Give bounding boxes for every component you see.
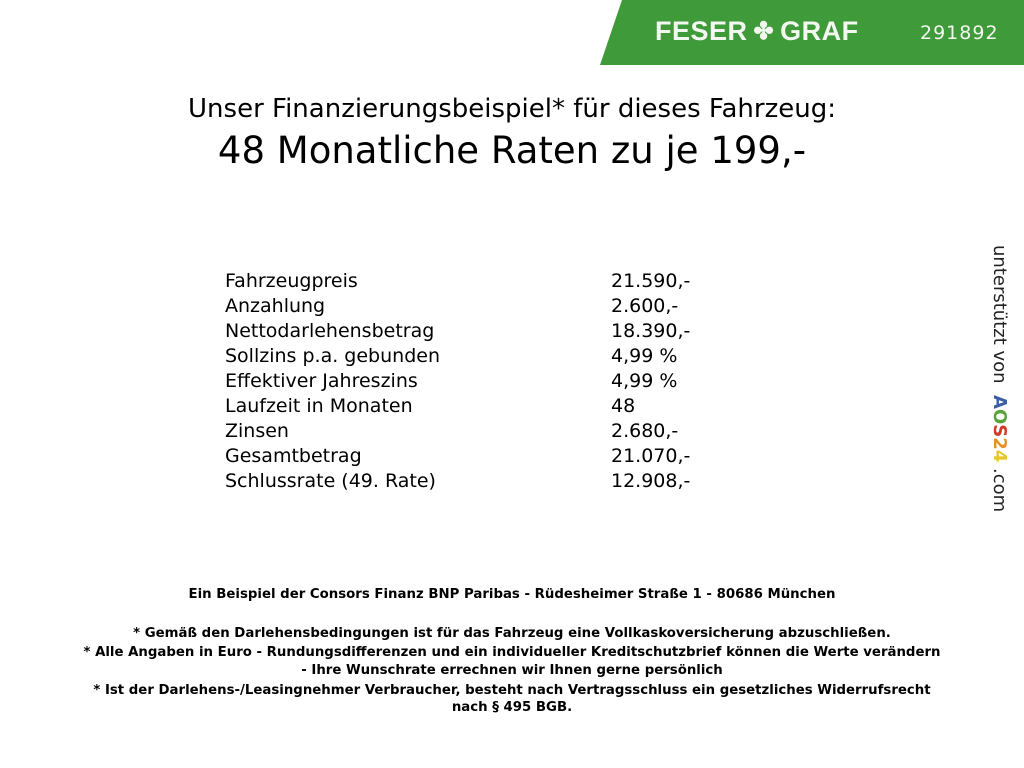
- brand-text: FESER: [655, 16, 748, 46]
- finance-row: Gesamtbetrag 21.070,-: [225, 444, 690, 469]
- finance-row: Laufzeit in Monaten 48: [225, 394, 690, 419]
- row-label: Zinsen: [225, 420, 289, 442]
- feser-graf-logo: FESER ✤ GRAF: [655, 16, 859, 47]
- ad-id: 291892: [920, 22, 999, 44]
- header-banner: [600, 0, 1024, 65]
- supported-by: unterstützt von AOS24 .com: [989, 245, 1010, 512]
- aos24-letter: S: [989, 424, 1010, 438]
- title-line1: Unser Finanzierungsbeispiel* für dieses …: [188, 94, 836, 124]
- clover-icon: ✤: [753, 18, 775, 45]
- finance-row: Anzahlung 2.600,-: [225, 294, 690, 319]
- finance-row: Nettodarlehensbetrag 18.390,-: [225, 319, 690, 344]
- footnote-2a: * Alle Angaben in Euro - Rundungsdiffere…: [83, 645, 941, 660]
- brand-text-2: GRAF: [780, 16, 859, 46]
- row-value: 21.590,-: [611, 270, 691, 292]
- row-label: Schlussrate (49. Rate): [225, 470, 436, 492]
- supported-by-text: unterstützt von: [989, 245, 1010, 384]
- footnote-3b: nach § 495 BGB.: [451, 700, 573, 715]
- row-value: 21.070,-: [611, 445, 691, 467]
- finance-row: Sollzins p.a. gebunden 4,99 %: [225, 344, 690, 369]
- footnote-3a: * Ist der Darlehens-/Leasingnehmer Verbr…: [93, 683, 931, 698]
- row-label: Nettodarlehensbetrag: [225, 320, 435, 342]
- finance-row: Zinsen 2.680,-: [225, 419, 690, 444]
- row-value: 2.680,-: [611, 420, 679, 442]
- aos24-letter: 2: [989, 437, 1010, 450]
- row-label: Effektiver Jahreszins: [225, 370, 418, 392]
- row-value: 4,99 %: [611, 345, 678, 367]
- finance-row: Fahrzeugpreis 21.590,-: [225, 269, 690, 294]
- title-line2: 48 Monatliche Raten zu je 199,-: [217, 129, 807, 172]
- bank-info: Ein Beispiel der Consors Finanz BNP Pari…: [188, 587, 836, 602]
- footnote-1: * Gemäß den Darlehensbedingungen ist für…: [133, 626, 891, 641]
- row-value: 4,99 %: [611, 370, 678, 392]
- finance-row: Schlussrate (49. Rate) 12.908,-: [225, 469, 690, 494]
- row-value: 18.390,-: [611, 320, 691, 342]
- row-label: Fahrzeugpreis: [225, 270, 358, 292]
- aos24-logo: AOS24: [989, 395, 1010, 462]
- footnote-2b: - Ihre Wunschrate errechnen wir Ihnen ge…: [301, 663, 723, 678]
- row-label: Gesamtbetrag: [225, 445, 362, 467]
- aos24-letter: O: [989, 408, 1010, 425]
- row-value: 48: [611, 395, 636, 417]
- row-value: 12.908,-: [611, 470, 691, 492]
- aos24-suffix: .com: [989, 468, 1010, 513]
- aos24-letter: A: [989, 395, 1010, 409]
- row-label: Sollzins p.a. gebunden: [225, 345, 440, 367]
- finance-row: Effektiver Jahreszins 4,99 %: [225, 369, 690, 394]
- row-label: Laufzeit in Monaten: [225, 395, 413, 417]
- finance-table: Fahrzeugpreis 21.590,- Anzahlung 2.600,- Net…: [225, 269, 690, 494]
- aos24-letter: 4: [989, 449, 1010, 463]
- row-value: 2.600,-: [611, 295, 679, 317]
- row-label: Anzahlung: [225, 295, 326, 317]
